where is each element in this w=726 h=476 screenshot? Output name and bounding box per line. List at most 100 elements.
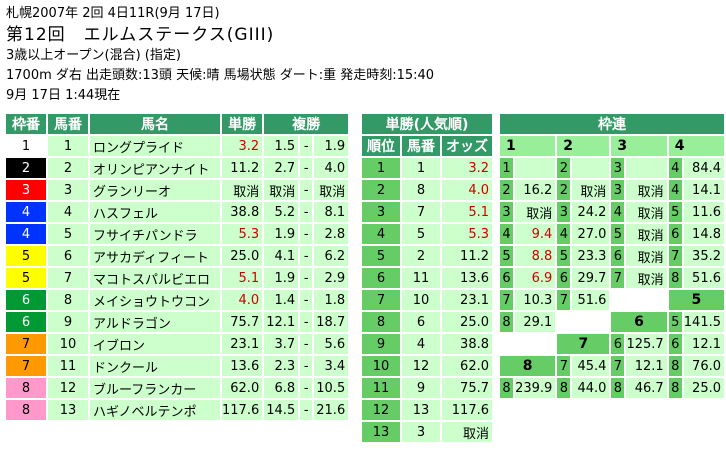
wk-pair: 4 xyxy=(500,224,514,244)
place-odds-min: 2.3 xyxy=(264,356,299,376)
horse-number: 12 xyxy=(48,378,88,398)
wk-odds: 9.4 xyxy=(515,224,556,244)
popularity-horse-number: 3 xyxy=(402,422,440,442)
place-odds-min: 12.1 xyxy=(264,312,299,332)
wk-odds: 16.2 xyxy=(515,180,556,200)
wk-pair: 7 xyxy=(611,356,625,376)
popularity-horse-number: 13 xyxy=(402,400,440,420)
popularity-horse-number: 6 xyxy=(402,312,440,332)
wakuren-group-6: 6 xyxy=(611,312,667,332)
place-odds-separator: - xyxy=(300,268,313,288)
header-tansho: 単勝 xyxy=(222,114,263,134)
place-odds-min: 1.5 xyxy=(264,136,299,156)
wakuren-group-5: 5 xyxy=(668,290,724,310)
place-odds-separator: - xyxy=(300,356,313,376)
popularity-odds: 62.0 xyxy=(442,356,492,376)
wk-pair: 3 xyxy=(557,202,571,222)
popularity-rank: 4 xyxy=(362,224,400,244)
horse-number: 2 xyxy=(48,158,88,178)
waku-number: 8 xyxy=(6,378,46,398)
horse-name: ハギノベルテンポ xyxy=(90,400,220,420)
wk-pair: 3 xyxy=(500,202,514,222)
win-odds: 3.2 xyxy=(222,136,263,156)
horse-number: 1 xyxy=(48,136,88,156)
wk-pair: 6 xyxy=(557,268,571,288)
horse-row: 4 4 ハスフェル 38.8 5.2-8.1 xyxy=(6,202,349,222)
horse-name: フサイチパンドラ xyxy=(90,224,220,244)
wakuren-group-8: 8 xyxy=(500,356,556,376)
place-odds-max: 8.1 xyxy=(314,202,349,222)
wk-pair: 2 xyxy=(557,180,571,200)
popularity-row: 8 6 25.0 xyxy=(362,312,492,332)
wk-odds: 取消 xyxy=(626,180,667,200)
popularity-odds: 3.2 xyxy=(442,158,492,178)
place-odds-min: 取消 xyxy=(264,180,299,200)
horse-number: 3 xyxy=(48,180,88,200)
place-odds-separator: - xyxy=(300,202,313,222)
header-odds: オッズ xyxy=(442,136,492,156)
popularity-rank: 2 xyxy=(362,180,400,200)
wk-pair: 5 xyxy=(668,312,682,332)
wk-pair: 8 xyxy=(668,378,682,398)
wk-odds: 29.1 xyxy=(515,312,556,332)
place-odds-separator: - xyxy=(300,180,313,200)
wk-odds: 23.3 xyxy=(572,246,610,266)
popularity-odds: 取消 xyxy=(442,422,492,442)
wk-pair: 7 xyxy=(611,268,625,288)
place-odds-separator: - xyxy=(300,246,313,266)
header-fukusho: 複勝 xyxy=(264,114,349,134)
wk-odds: 25.0 xyxy=(683,378,724,398)
popularity-odds: 75.7 xyxy=(442,378,492,398)
wk-odds: 取消 xyxy=(626,268,667,288)
place-odds-separator: - xyxy=(300,378,313,398)
win-odds: 取消 xyxy=(222,180,263,200)
popularity-row: 3 7 5.1 xyxy=(362,202,492,222)
place-odds-separator: - xyxy=(300,290,313,310)
popularity-odds: 11.2 xyxy=(442,246,492,266)
wk-pair: 6 xyxy=(611,334,625,354)
horse-row: 7 11 ドンクール 13.6 2.3-3.4 xyxy=(6,356,349,376)
horse-number: 7 xyxy=(48,268,88,288)
popularity-rank: 11 xyxy=(362,378,400,398)
wk-pair: 8 xyxy=(557,378,571,398)
popularity-horse-number: 12 xyxy=(402,356,440,376)
win-odds: 5.3 xyxy=(222,224,263,244)
win-odds: 5.1 xyxy=(222,268,263,288)
horse-number: 10 xyxy=(48,334,88,354)
horse-row: 3 3 グランリーオ 取消 取消 - 取消 xyxy=(6,180,349,200)
popularity-rank: 7 xyxy=(362,290,400,310)
popularity-odds: 38.8 xyxy=(442,334,492,354)
waku-number: 8 xyxy=(6,400,46,420)
wk-pair: 2 xyxy=(557,158,571,178)
horse-row: 1 1 ロングプライド 3.2 1.5-1.9 xyxy=(6,136,349,156)
popularity-odds: 117.6 xyxy=(442,400,492,420)
horse-name: ロングプライド xyxy=(90,136,220,156)
popularity-horse-number: 2 xyxy=(402,246,440,266)
win-odds: 117.6 xyxy=(222,400,263,420)
wk-pair: 2 xyxy=(500,180,514,200)
popularity-rank: 12 xyxy=(362,400,400,420)
place-odds-min: 6.8 xyxy=(264,378,299,398)
horse-row: 5 6 アサカディフィート 25.0 4.1-6.2 xyxy=(6,246,349,266)
win-odds: 75.7 xyxy=(222,312,263,332)
horse-name: グランリーオ xyxy=(90,180,220,200)
horse-number: 11 xyxy=(48,356,88,376)
popularity-horse-number: 7 xyxy=(402,202,440,222)
waku-number: 5 xyxy=(6,268,46,288)
wk-pair: 4 xyxy=(557,224,571,244)
race-info-line: 札幌2007年 2回 4日11R(9月 17日) xyxy=(6,6,220,21)
horse-name: ブルーフランカー xyxy=(90,378,220,398)
wk-pair: 8 xyxy=(668,268,682,288)
header-waku: 枠番 xyxy=(6,114,46,134)
place-odds-max: 取消 xyxy=(314,180,349,200)
wk-odds: 76.0 xyxy=(683,356,724,376)
place-odds-min: 2.7 xyxy=(264,158,299,178)
horse-number: 13 xyxy=(48,400,88,420)
horse-row: 8 12 ブルーフランカー 62.0 6.8-10.5 xyxy=(6,378,349,398)
popularity-row: 6 11 13.6 xyxy=(362,268,492,288)
waku-number: 4 xyxy=(6,202,46,222)
horse-number: 9 xyxy=(48,312,88,332)
horse-row: 8 13 ハギノベルテンポ 117.6 14.5-21.6 xyxy=(6,400,349,420)
win-odds: 4.0 xyxy=(222,290,263,310)
popularity-odds: 5.1 xyxy=(442,202,492,222)
